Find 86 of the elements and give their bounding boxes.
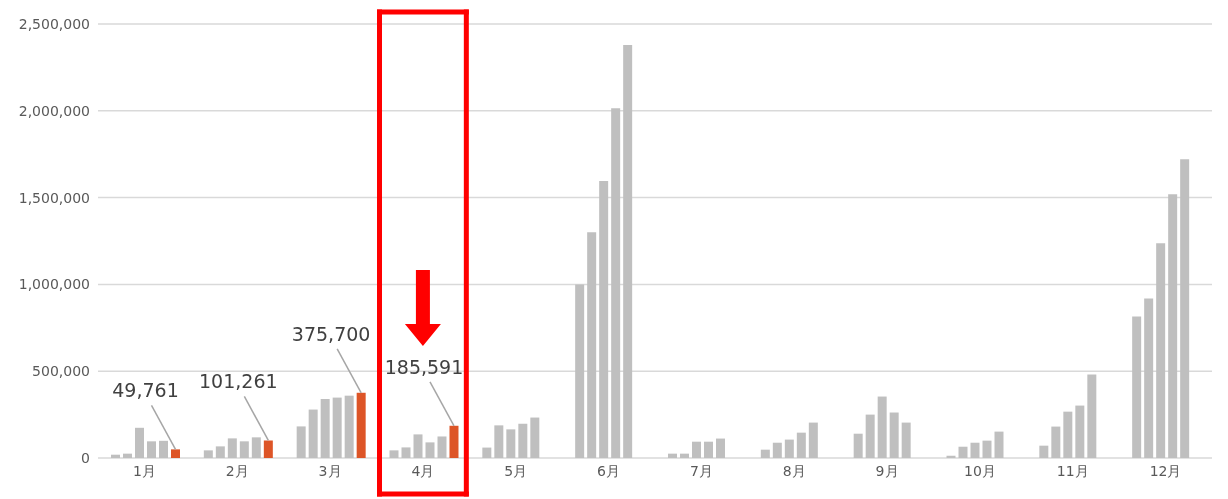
bar: [251, 437, 261, 458]
bar: [506, 429, 516, 458]
bar: [784, 439, 794, 458]
bar: [668, 453, 677, 458]
bar: [1156, 243, 1166, 458]
bar: [994, 431, 1004, 458]
data-label: 49,761: [112, 379, 179, 402]
bar: [982, 440, 992, 458]
bar: [171, 449, 180, 458]
bar: [599, 180, 609, 458]
data-label: 185,591: [384, 355, 464, 378]
y-tick-label: 0: [81, 449, 90, 466]
bar: [111, 454, 120, 458]
bar: [332, 397, 342, 458]
bar: [215, 446, 225, 458]
bar: [530, 417, 540, 458]
x-tick-label: 3月: [318, 462, 342, 479]
bar: [692, 441, 701, 458]
bar: [611, 108, 621, 458]
bar: [344, 395, 354, 458]
y-tick-label: 500,000: [32, 363, 90, 380]
bar: [760, 449, 770, 458]
bar: [853, 433, 863, 458]
bar: [889, 412, 899, 458]
x-tick-label: 2月: [225, 462, 249, 479]
x-tick-label: 9月: [875, 462, 899, 479]
x-tick-label: 12月: [1149, 462, 1182, 479]
bar: [877, 396, 887, 458]
bar: [1051, 426, 1061, 458]
bar: [970, 442, 980, 458]
data-label: 375,700: [291, 322, 371, 345]
bar: [680, 453, 689, 458]
y-tick-label: 2,500,000: [18, 15, 90, 32]
bar: [449, 425, 459, 458]
bar: [1144, 298, 1154, 458]
bar: [587, 232, 597, 458]
bar: [239, 441, 249, 458]
bar: [623, 45, 633, 458]
bar: [296, 426, 306, 458]
bar: [901, 422, 911, 458]
bar: [958, 446, 968, 458]
x-tick-label: 10月: [964, 462, 996, 479]
x-tick-label: 11月: [1056, 462, 1089, 479]
bar: [320, 398, 330, 458]
bar: [518, 423, 528, 458]
bar: [704, 441, 713, 458]
bar: [808, 422, 818, 458]
bar: [401, 447, 411, 458]
x-tick-label: 5月: [504, 462, 528, 479]
data-label: 101,261: [199, 370, 278, 393]
bar: [227, 438, 237, 458]
bar: [865, 414, 875, 458]
bar: [482, 447, 492, 458]
bar: [1180, 159, 1190, 458]
bar: [1039, 445, 1049, 458]
x-tick-label: 8月: [782, 462, 806, 479]
bar: [796, 432, 806, 458]
bar: [356, 392, 366, 458]
bar: [575, 284, 585, 458]
y-tick-label: 1,500,000: [18, 189, 90, 206]
bar: [203, 450, 213, 458]
bar: [716, 438, 725, 458]
bar: [159, 440, 168, 458]
bar: [772, 442, 782, 458]
bar: [494, 425, 504, 458]
bar: [123, 453, 132, 458]
bar: [1168, 194, 1178, 458]
bar: [413, 434, 423, 458]
bar: [147, 441, 156, 458]
bar: [308, 409, 318, 458]
bar: [135, 427, 144, 458]
x-tick-label: 6月: [597, 462, 621, 479]
x-tick-label: 7月: [689, 462, 713, 479]
y-tick-label: 2,000,000: [18, 102, 90, 119]
x-tick-label: 1月: [132, 462, 156, 479]
bar: [1132, 316, 1142, 458]
bar: [1087, 374, 1097, 458]
x-tick-label: 4月: [411, 462, 435, 479]
bar: [946, 455, 956, 458]
bar: [1063, 411, 1073, 458]
y-tick-label: 1,000,000: [18, 276, 90, 293]
bar: [389, 450, 399, 458]
bar: [437, 436, 447, 458]
bar: [263, 440, 273, 458]
bar: [1075, 405, 1085, 458]
bar: [425, 442, 435, 458]
